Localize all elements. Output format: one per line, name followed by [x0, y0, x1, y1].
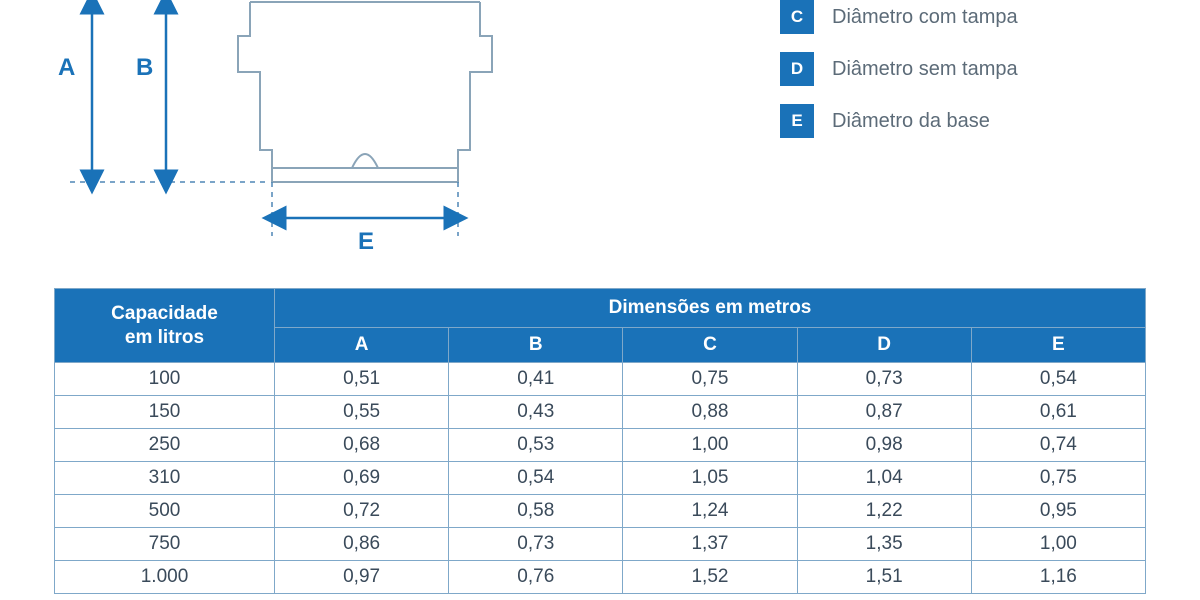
legend: C Diâmetro com tampa D Diâmetro sem tamp…	[780, 0, 1160, 156]
dim-label-b: B	[136, 54, 153, 82]
cell-value: 1,04	[797, 462, 971, 495]
legend-row: C Diâmetro com tampa	[780, 0, 1160, 34]
cell-value: 0,98	[797, 429, 971, 462]
cell-value: 0,61	[971, 396, 1145, 429]
legend-badge-e: E	[780, 104, 814, 138]
cell-value: 0,72	[275, 495, 449, 528]
cell-capacity: 1.000	[55, 561, 275, 594]
cell-value: 0,55	[275, 396, 449, 429]
legend-badge-d: D	[780, 52, 814, 86]
th-sub: E	[971, 328, 1145, 363]
th-sub: A	[275, 328, 449, 363]
cell-value: 1,05	[623, 462, 797, 495]
cell-value: 0,54	[971, 363, 1145, 396]
cell-value: 0,95	[971, 495, 1145, 528]
cell-value: 0,86	[275, 528, 449, 561]
cell-value: 0,53	[449, 429, 623, 462]
table-row: 1500,550,430,880,870,61	[55, 396, 1146, 429]
cell-value: 0,75	[971, 462, 1145, 495]
cell-value: 1,35	[797, 528, 971, 561]
cell-capacity: 500	[55, 495, 275, 528]
table-row: 3100,690,541,051,040,75	[55, 462, 1146, 495]
th-capacity: Capacidade em litros	[55, 289, 275, 363]
cell-value: 0,51	[275, 363, 449, 396]
cell-value: 0,74	[971, 429, 1145, 462]
legend-label: Diâmetro sem tampa	[832, 58, 1018, 81]
cell-value: 1,52	[623, 561, 797, 594]
cell-value: 1,37	[623, 528, 797, 561]
table-row: 1.0000,970,761,521,511,16	[55, 561, 1146, 594]
table-row: 5000,720,581,241,220,95	[55, 495, 1146, 528]
th-sub: D	[797, 328, 971, 363]
table-row: 1000,510,410,750,730,54	[55, 363, 1146, 396]
dimensions-table: Capacidade em litros Dimensões em metros…	[54, 288, 1146, 594]
cell-value: 0,68	[275, 429, 449, 462]
cell-value: 0,73	[797, 363, 971, 396]
table-row: 2500,680,531,000,980,74	[55, 429, 1146, 462]
dim-label-e: E	[358, 228, 374, 256]
cell-value: 0,73	[449, 528, 623, 561]
tank-diagram: A B E	[60, 0, 580, 260]
legend-row: E Diâmetro da base	[780, 104, 1160, 138]
cell-capacity: 150	[55, 396, 275, 429]
cell-value: 0,97	[275, 561, 449, 594]
cell-value: 1,51	[797, 561, 971, 594]
cell-value: 0,75	[623, 363, 797, 396]
cell-capacity: 250	[55, 429, 275, 462]
dim-label-a: A	[58, 54, 75, 82]
cell-value: 1,24	[623, 495, 797, 528]
th-sub: C	[623, 328, 797, 363]
table-row: 7500,860,731,371,351,00	[55, 528, 1146, 561]
cell-value: 1,00	[971, 528, 1145, 561]
legend-label: Diâmetro da base	[832, 110, 990, 133]
cell-value: 0,43	[449, 396, 623, 429]
cell-capacity: 310	[55, 462, 275, 495]
cell-value: 0,88	[623, 396, 797, 429]
cell-value: 1,22	[797, 495, 971, 528]
legend-label: Diâmetro com tampa	[832, 6, 1018, 29]
cell-value: 0,41	[449, 363, 623, 396]
legend-badge-c: C	[780, 0, 814, 34]
th-sub: B	[449, 328, 623, 363]
th-dims: Dimensões em metros	[275, 289, 1146, 328]
cell-value: 1,16	[971, 561, 1145, 594]
cell-value: 0,76	[449, 561, 623, 594]
cell-capacity: 100	[55, 363, 275, 396]
cell-value: 0,58	[449, 495, 623, 528]
cell-value: 1,00	[623, 429, 797, 462]
legend-row: D Diâmetro sem tampa	[780, 52, 1160, 86]
cell-value: 0,87	[797, 396, 971, 429]
cell-value: 0,69	[275, 462, 449, 495]
cell-value: 0,54	[449, 462, 623, 495]
cell-capacity: 750	[55, 528, 275, 561]
